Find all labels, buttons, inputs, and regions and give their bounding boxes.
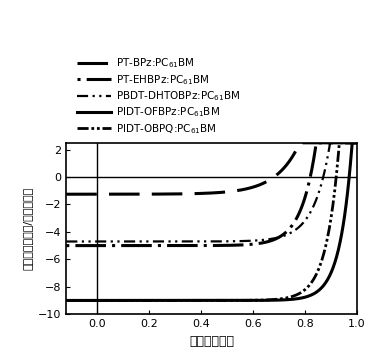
Y-axis label: 电流密度（毫安/平方压米）: 电流密度（毫安/平方压米） <box>22 187 32 270</box>
Legend: PT-BPz:PC$_{61}$BM, PT-EHBPz:PC$_{61}$BM, PBDT-DHTOBPz:PC$_{61}$BM, PIDT-OFBPz:P: PT-BPz:PC$_{61}$BM, PT-EHBPz:PC$_{61}$BM… <box>77 56 240 136</box>
X-axis label: 电压（伏特）: 电压（伏特） <box>189 335 234 348</box>
